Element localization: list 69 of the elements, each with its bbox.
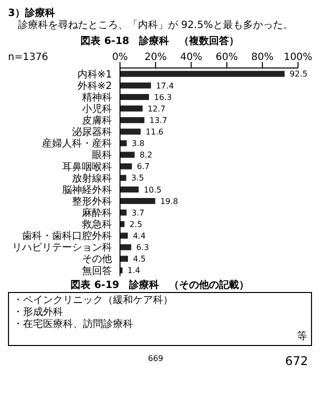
bar — [120, 244, 132, 250]
y-tick-label: 無回答 — [82, 264, 112, 277]
bar — [120, 82, 151, 88]
bar — [120, 198, 156, 204]
bar — [120, 106, 143, 112]
data-label: 4.5 — [133, 254, 146, 264]
y-tick-label: 麻酔科 — [82, 206, 112, 219]
bar — [120, 232, 128, 239]
y-tick-label: 整形外科 — [72, 195, 112, 208]
data-label: 8.2 — [140, 150, 152, 160]
bar — [120, 128, 141, 135]
data-label: 92.5 — [290, 70, 308, 79]
bar — [120, 152, 135, 158]
data-label: 3.5 — [131, 174, 144, 183]
x-tick-label: 80% — [251, 52, 274, 63]
data-label: 1.4 — [127, 266, 140, 276]
data-label: 2.5 — [129, 220, 142, 229]
bar — [120, 140, 127, 146]
y-tick-label: 脳神経外科 — [62, 184, 112, 196]
text: n=1376 — [8, 52, 48, 63]
text: 3）診療科 — [8, 8, 56, 20]
text: 669 — [148, 354, 164, 363]
x-tick-label: 0% — [112, 52, 128, 63]
bar — [120, 256, 128, 262]
data-label: 12.7 — [148, 104, 166, 114]
y-tick-label: 皮膚科 — [82, 114, 112, 127]
text: 等 — [296, 331, 307, 343]
y-tick-label: リハビリテーション科 — [12, 242, 112, 254]
text: 672 — [285, 354, 308, 368]
x-tick-label: 100% — [284, 52, 312, 63]
data-label: 6.7 — [136, 162, 150, 172]
text: ・ペインクリニック（緩和ケア科） — [13, 295, 174, 306]
y-tick-label: 放射線科 — [72, 172, 112, 184]
y-tick-label: 精神科 — [82, 91, 112, 104]
data-label: 3.8 — [132, 139, 144, 148]
text: 診療科を尋ねたところ、「内科」が 92.5%と最も多かった。 — [17, 20, 294, 32]
bar — [120, 210, 127, 216]
y-tick-label: 産婦人科・産科 — [42, 138, 112, 150]
bar — [120, 94, 150, 100]
bar — [120, 117, 144, 124]
data-label: 3.7 — [132, 208, 144, 218]
y-tick-label: その他 — [82, 253, 112, 266]
y-tick-label: 内科※1 — [77, 68, 112, 80]
text: ・在宅医療科、訪問診療科 — [13, 319, 134, 331]
bar — [120, 221, 124, 228]
data-label: 4.4 — [132, 232, 146, 241]
x-tick-label: 40% — [180, 52, 202, 63]
bar — [120, 163, 132, 170]
data-label: 13.7 — [149, 116, 168, 125]
data-label: 16.3 — [154, 92, 172, 102]
x-tick-label: 20% — [144, 52, 167, 63]
y-tick-label: 眼科 — [92, 149, 112, 162]
text: 図表 6-19 診療科 （その他の記載） — [70, 280, 250, 292]
y-tick-label: 泌尿器科 — [72, 126, 112, 138]
data-label: 17.4 — [156, 81, 174, 90]
data-label: 11.6 — [146, 128, 164, 137]
y-tick-label: 歯科・歯科口腔外科 — [22, 230, 112, 242]
text: ・形成外科 — [13, 307, 64, 318]
y-tick-label: 小児科 — [82, 102, 112, 115]
bar — [120, 186, 139, 192]
data-label: 10.5 — [144, 185, 162, 194]
y-tick-label: 外科※2 — [77, 80, 112, 92]
chart-title: 図表 6-18 診療科 （複数回答） — [80, 36, 240, 48]
data-label: 6.3 — [136, 243, 149, 252]
y-tick-label: 救急科 — [81, 218, 112, 231]
bar — [120, 70, 285, 77]
data-label: 19.8 — [160, 196, 178, 206]
x-tick-label: 60% — [216, 52, 238, 63]
y-tick-label: 耳鼻咽喉科 — [62, 160, 112, 173]
